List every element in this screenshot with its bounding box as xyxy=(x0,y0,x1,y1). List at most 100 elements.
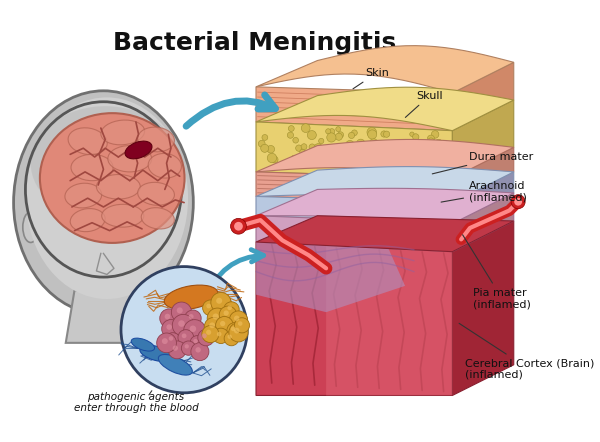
Circle shape xyxy=(334,144,343,152)
Circle shape xyxy=(234,316,239,321)
Circle shape xyxy=(160,309,179,328)
Circle shape xyxy=(206,304,211,309)
Circle shape xyxy=(329,129,335,134)
Polygon shape xyxy=(256,196,452,224)
Circle shape xyxy=(401,141,408,149)
Ellipse shape xyxy=(141,208,175,229)
Circle shape xyxy=(196,347,201,353)
Circle shape xyxy=(219,306,236,324)
Circle shape xyxy=(289,126,294,131)
Circle shape xyxy=(198,329,214,346)
Circle shape xyxy=(336,127,341,132)
Circle shape xyxy=(427,135,434,142)
Circle shape xyxy=(204,317,224,337)
Circle shape xyxy=(413,153,419,159)
Circle shape xyxy=(391,144,400,153)
Polygon shape xyxy=(452,147,514,202)
Circle shape xyxy=(511,194,525,209)
Polygon shape xyxy=(256,216,514,251)
Circle shape xyxy=(185,344,189,348)
Circle shape xyxy=(234,222,243,231)
Circle shape xyxy=(337,152,344,159)
Circle shape xyxy=(213,328,229,343)
Circle shape xyxy=(157,333,176,353)
Polygon shape xyxy=(256,216,452,251)
Ellipse shape xyxy=(65,183,101,208)
Circle shape xyxy=(337,132,344,138)
Polygon shape xyxy=(452,62,514,131)
Circle shape xyxy=(327,133,336,142)
Circle shape xyxy=(206,330,211,335)
Circle shape xyxy=(392,164,398,169)
Circle shape xyxy=(354,153,359,159)
Circle shape xyxy=(229,323,248,342)
Ellipse shape xyxy=(70,209,105,232)
Circle shape xyxy=(300,149,305,154)
Circle shape xyxy=(271,156,278,163)
Polygon shape xyxy=(256,242,452,396)
Circle shape xyxy=(166,324,172,330)
Circle shape xyxy=(430,148,439,156)
Circle shape xyxy=(227,323,243,339)
Circle shape xyxy=(220,321,226,326)
Circle shape xyxy=(259,140,265,147)
Ellipse shape xyxy=(40,113,185,243)
Circle shape xyxy=(193,339,197,343)
Circle shape xyxy=(326,129,331,134)
Circle shape xyxy=(405,165,409,170)
Circle shape xyxy=(230,218,247,234)
Circle shape xyxy=(296,145,302,151)
Circle shape xyxy=(381,131,387,137)
Text: Bacterial Meningitis: Bacterial Meningitis xyxy=(113,31,396,55)
Ellipse shape xyxy=(148,153,181,178)
Text: pathogenic agents
enter through the blood: pathogenic agents enter through the bloo… xyxy=(74,392,198,413)
Circle shape xyxy=(350,154,358,162)
Circle shape xyxy=(178,330,194,346)
Circle shape xyxy=(392,168,400,175)
Circle shape xyxy=(307,130,316,140)
Ellipse shape xyxy=(140,345,172,362)
Text: Pia mater
(inflamed): Pia mater (inflamed) xyxy=(463,235,531,310)
Circle shape xyxy=(368,130,377,139)
Ellipse shape xyxy=(71,220,119,238)
Circle shape xyxy=(407,159,412,164)
Circle shape xyxy=(202,325,219,343)
Circle shape xyxy=(190,335,205,350)
Circle shape xyxy=(202,333,207,338)
Circle shape xyxy=(370,139,377,147)
Circle shape xyxy=(421,141,428,148)
Ellipse shape xyxy=(31,106,180,220)
Circle shape xyxy=(431,131,439,138)
Circle shape xyxy=(346,162,352,167)
Circle shape xyxy=(352,165,358,171)
Text: Dura mater: Dura mater xyxy=(432,152,533,174)
Circle shape xyxy=(335,133,343,140)
Circle shape xyxy=(301,153,306,158)
Circle shape xyxy=(173,346,178,351)
Circle shape xyxy=(227,305,232,310)
Circle shape xyxy=(393,161,401,170)
Ellipse shape xyxy=(82,225,101,233)
Ellipse shape xyxy=(101,120,145,145)
Circle shape xyxy=(367,127,377,137)
Polygon shape xyxy=(66,290,145,343)
Circle shape xyxy=(367,165,376,174)
Circle shape xyxy=(267,153,277,163)
Polygon shape xyxy=(256,122,452,178)
Circle shape xyxy=(356,158,365,168)
Circle shape xyxy=(293,137,298,143)
Circle shape xyxy=(319,138,324,144)
Circle shape xyxy=(262,134,268,141)
Ellipse shape xyxy=(137,183,175,205)
Circle shape xyxy=(410,154,418,163)
Circle shape xyxy=(382,161,389,168)
Circle shape xyxy=(224,302,239,317)
Circle shape xyxy=(203,300,218,316)
Circle shape xyxy=(301,124,310,133)
Ellipse shape xyxy=(108,145,152,172)
Polygon shape xyxy=(256,167,514,202)
Circle shape xyxy=(164,314,170,320)
Ellipse shape xyxy=(97,175,140,199)
Circle shape xyxy=(301,144,307,149)
Circle shape xyxy=(356,139,365,148)
